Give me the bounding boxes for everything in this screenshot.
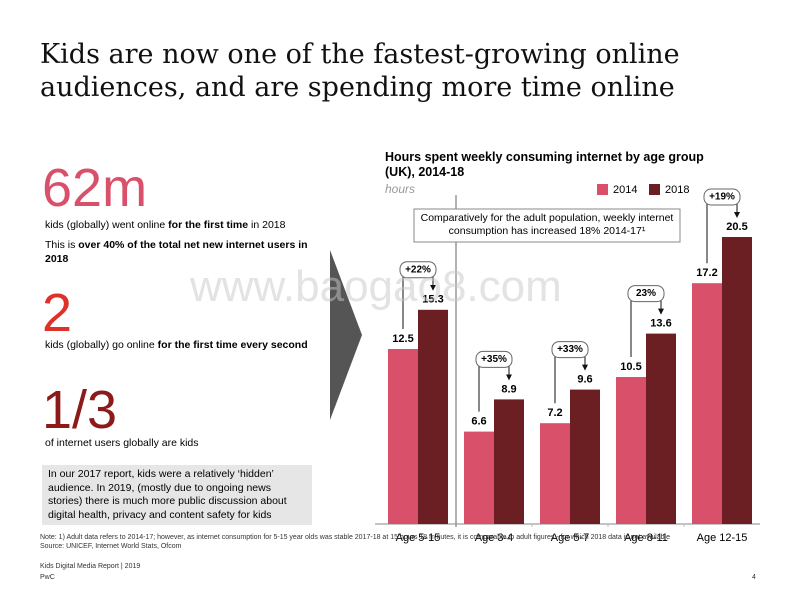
- value-label: 7.2: [547, 407, 562, 419]
- annotation: +22%: [405, 264, 431, 275]
- x-tick-label: Age 3-4: [475, 532, 514, 544]
- value-label: 6.6: [471, 416, 486, 428]
- x-tick-label: Age 5-15: [396, 532, 441, 544]
- value-label: 17.2: [696, 267, 717, 279]
- stat-text: kids (globally) go online for the first …: [45, 338, 325, 352]
- legend-swatch: [649, 184, 660, 195]
- info-box: In our 2017 report, kids were a relative…: [42, 465, 312, 525]
- legend-swatch: [597, 184, 608, 195]
- footer-brand: PwC: [40, 574, 55, 581]
- source: Source: UNICEF, Internet World Stats, Of…: [40, 543, 182, 550]
- chart-title: Hours spent weekly consuming internet by…: [385, 150, 704, 179]
- text: kids (globally) went online: [45, 219, 169, 231]
- watermark: www.baogao8.com: [190, 262, 562, 311]
- bar: [494, 399, 524, 524]
- annotation-box: [703, 188, 741, 206]
- text: for the first time: [168, 219, 249, 231]
- x-tick-label: Age 8-11: [624, 532, 668, 544]
- annotation-box: [475, 350, 513, 368]
- value-label: 10.5: [620, 361, 641, 373]
- slide-title: Kids are now one of the fastest-growing …: [40, 39, 680, 103]
- value-label: 13.6: [650, 318, 671, 330]
- stat-figure: 1/3: [42, 380, 118, 440]
- chevron: [330, 250, 362, 420]
- value-label: 20.5: [726, 221, 747, 233]
- text: over 40% of the total net new internet u…: [45, 239, 308, 265]
- text: of internet users globally are kids: [45, 437, 199, 449]
- stat-text: This is over 40% of the total net new in…: [45, 238, 325, 266]
- x-tick-label: Age 12-15: [697, 532, 748, 544]
- stat-figure: 2: [42, 283, 73, 343]
- bar: [540, 423, 570, 524]
- bar: [616, 377, 646, 524]
- value-label: 8.9: [501, 383, 516, 395]
- annotation: +19%: [709, 192, 735, 203]
- stat-figure: 62m: [42, 158, 148, 218]
- annotation-box: [551, 341, 589, 359]
- x-tick-label: Age 5-7: [551, 532, 590, 544]
- callout: Comparatively for the adult population, …: [421, 212, 674, 237]
- bar: [646, 333, 676, 524]
- footer-report: Kids Digital Media Report | 2019: [40, 563, 141, 570]
- text: for the first time every second: [157, 339, 308, 351]
- value-label: 9.6: [577, 374, 592, 386]
- annotation: +35%: [481, 354, 507, 365]
- stat-text: kids (globally) went online for the firs…: [45, 218, 325, 232]
- page-number: 4: [752, 574, 756, 581]
- legend-label: 2018: [665, 184, 689, 196]
- bar: [722, 237, 752, 524]
- annotation: +33%: [557, 344, 583, 355]
- legend-label: 2014: [613, 184, 637, 196]
- bar: [570, 389, 600, 524]
- callout-box: [413, 208, 681, 243]
- chart-subtitle: hours: [385, 182, 415, 196]
- bar: [388, 349, 418, 524]
- text: kids (globally) go online: [45, 339, 158, 351]
- value-label: 12.5: [392, 333, 413, 345]
- annotation-box: [627, 285, 665, 303]
- value-label: 15.3: [422, 294, 443, 306]
- bar: [692, 283, 722, 524]
- annotation: 23%: [636, 288, 656, 299]
- bar: [464, 431, 494, 524]
- stat-text: of internet users globally are kids: [45, 436, 325, 450]
- annotation-box: [399, 261, 437, 279]
- note: Note: 1) Adult data refers to 2014-17; h…: [40, 534, 670, 541]
- text: in 2018: [248, 219, 286, 231]
- bar: [418, 309, 448, 524]
- text: This is: [45, 239, 79, 251]
